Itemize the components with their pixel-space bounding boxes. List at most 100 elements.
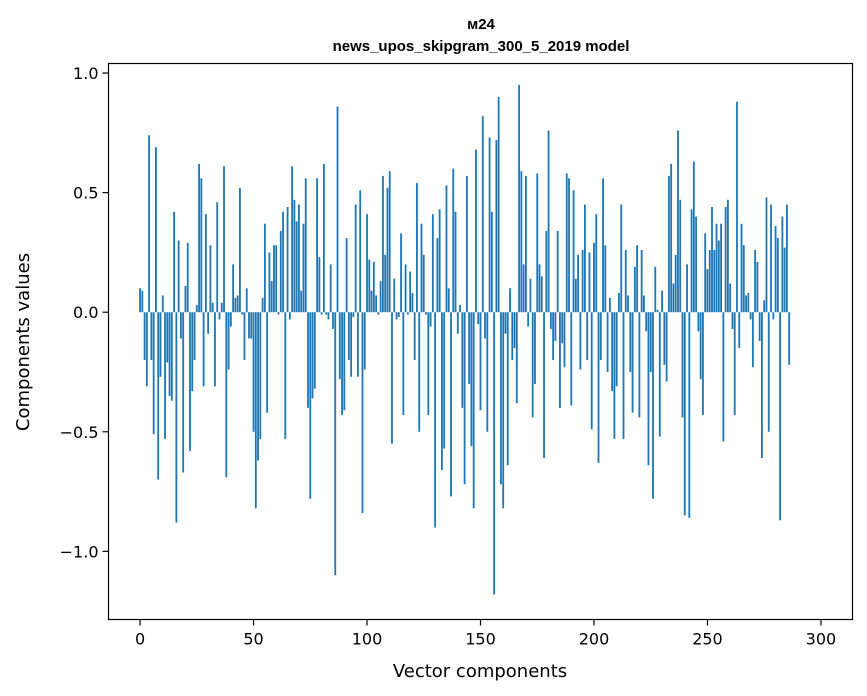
bar bbox=[318, 257, 321, 313]
bar bbox=[570, 312, 573, 406]
bar bbox=[254, 312, 257, 509]
bar bbox=[781, 216, 784, 313]
bar bbox=[329, 264, 332, 313]
bar bbox=[463, 312, 466, 485]
bar bbox=[141, 290, 144, 313]
bar bbox=[624, 250, 627, 313]
bar bbox=[216, 202, 219, 313]
bar bbox=[313, 312, 316, 389]
bar bbox=[416, 183, 418, 313]
bar bbox=[293, 199, 296, 313]
bar bbox=[506, 312, 509, 466]
bar bbox=[518, 85, 520, 313]
bar bbox=[191, 312, 194, 392]
bar bbox=[640, 250, 643, 313]
bar bbox=[193, 312, 196, 361]
bar bbox=[493, 312, 496, 595]
bar bbox=[350, 312, 353, 377]
bar bbox=[468, 312, 471, 384]
bar bbox=[486, 312, 489, 432]
bar bbox=[452, 168, 455, 313]
bar bbox=[665, 312, 668, 382]
bar bbox=[402, 312, 405, 416]
bar bbox=[692, 161, 695, 313]
bar bbox=[300, 290, 303, 313]
bar bbox=[704, 233, 707, 313]
bar bbox=[586, 312, 589, 361]
bar bbox=[227, 312, 230, 370]
bar bbox=[393, 278, 396, 313]
bar bbox=[763, 300, 766, 313]
bar bbox=[613, 312, 616, 439]
bar bbox=[645, 312, 648, 332]
bar bbox=[654, 266, 657, 313]
bar bbox=[602, 178, 604, 313]
bar bbox=[776, 238, 779, 313]
bar bbox=[663, 312, 666, 365]
bar bbox=[538, 264, 541, 313]
bar bbox=[568, 178, 570, 313]
bar bbox=[631, 312, 634, 413]
bar bbox=[366, 214, 368, 313]
bar bbox=[150, 312, 153, 361]
bar bbox=[275, 245, 278, 313]
bar bbox=[155, 147, 157, 313]
bar bbox=[475, 149, 477, 313]
bar bbox=[273, 245, 275, 313]
bar bbox=[204, 214, 207, 313]
bar bbox=[198, 163, 200, 313]
bar bbox=[477, 312, 480, 325]
bar bbox=[139, 288, 141, 313]
bar bbox=[702, 312, 704, 416]
bar bbox=[552, 312, 555, 361]
bar bbox=[427, 312, 430, 416]
bar bbox=[164, 312, 166, 439]
bar bbox=[652, 312, 654, 499]
bar bbox=[729, 283, 732, 313]
bar bbox=[772, 312, 775, 320]
bar bbox=[441, 312, 443, 471]
bar bbox=[175, 312, 178, 523]
bar bbox=[418, 312, 421, 432]
bar bbox=[545, 230, 548, 313]
bar bbox=[327, 312, 330, 320]
plot-frame bbox=[107, 62, 854, 621]
bar bbox=[672, 283, 675, 313]
bar bbox=[740, 223, 743, 313]
bar bbox=[400, 233, 402, 313]
bar bbox=[250, 312, 253, 339]
bar bbox=[422, 254, 425, 313]
bar bbox=[352, 312, 355, 317]
bar bbox=[291, 166, 294, 313]
bar bbox=[234, 297, 237, 313]
bar bbox=[202, 312, 205, 387]
bar bbox=[779, 312, 782, 521]
bar bbox=[436, 238, 439, 313]
bar bbox=[690, 209, 693, 313]
bar bbox=[534, 312, 536, 384]
bar bbox=[145, 312, 148, 387]
bar bbox=[711, 206, 713, 313]
bar bbox=[527, 312, 530, 327]
bar bbox=[434, 312, 437, 528]
bar bbox=[724, 206, 727, 313]
bar bbox=[717, 240, 720, 313]
bar bbox=[756, 261, 759, 313]
bar bbox=[148, 135, 151, 313]
bar bbox=[788, 312, 791, 365]
bar bbox=[161, 295, 164, 313]
bar bbox=[420, 223, 423, 313]
bar bbox=[633, 266, 636, 313]
bar bbox=[384, 254, 387, 313]
bar bbox=[286, 206, 289, 313]
chart-subtitle: news_upos_skipgram_300_5_2019 model bbox=[333, 38, 630, 55]
bar bbox=[572, 190, 575, 313]
bar bbox=[307, 312, 309, 408]
bar bbox=[745, 295, 747, 313]
bar bbox=[411, 293, 414, 313]
bar bbox=[173, 211, 176, 313]
bar bbox=[574, 278, 577, 313]
bar bbox=[561, 312, 564, 344]
bar bbox=[559, 312, 561, 408]
